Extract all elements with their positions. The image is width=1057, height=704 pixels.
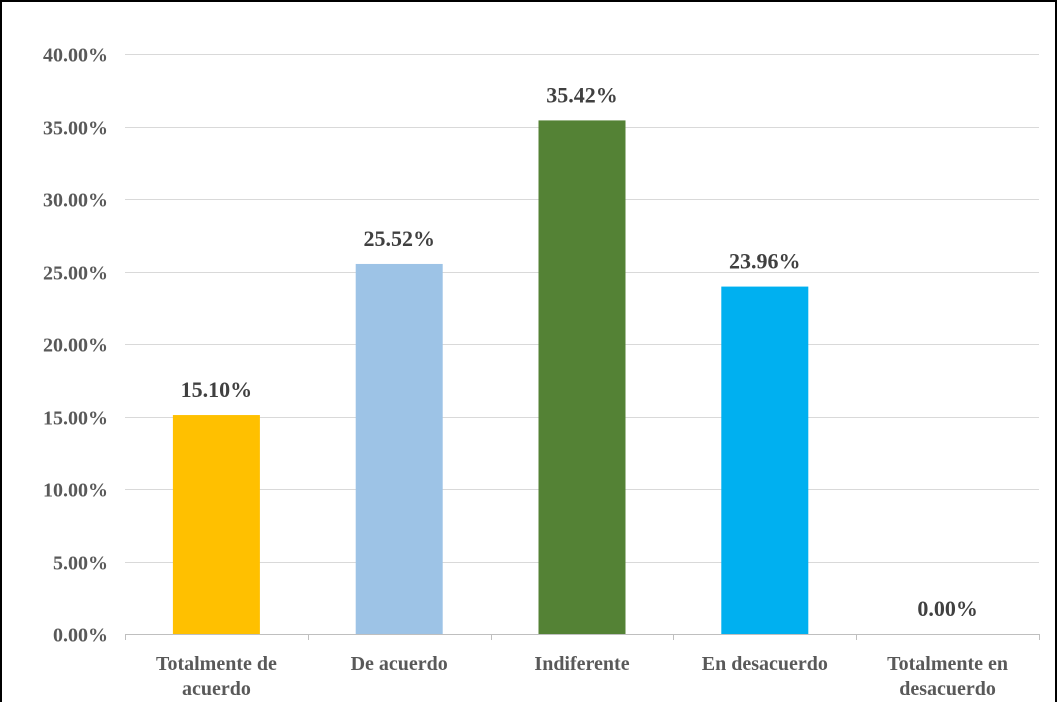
data-label: 25.52% bbox=[363, 226, 435, 251]
y-tick-label: 30.00% bbox=[43, 190, 108, 212]
x-category-label: Totalmente de acuerdo bbox=[156, 653, 277, 700]
data-labels: 15.10% 25.52% 35.42% 23.96% 0.00% bbox=[181, 82, 978, 621]
data-label: 35.42% bbox=[546, 82, 618, 107]
x-category-label: De acuerdo bbox=[351, 653, 448, 675]
data-label: 15.10% bbox=[181, 377, 253, 402]
y-tick-label: 15.00% bbox=[43, 408, 108, 430]
data-label: 0.00% bbox=[917, 596, 978, 621]
y-tick-label: 10.00% bbox=[43, 480, 108, 502]
x-category-label: Indiferente bbox=[534, 653, 629, 675]
bar bbox=[355, 263, 443, 634]
y-tick-label: 35.00% bbox=[43, 118, 108, 140]
x-category-label: Totalmente en desacuerdo bbox=[887, 653, 1008, 700]
y-tick-label: 0.00% bbox=[53, 625, 108, 647]
bar bbox=[721, 286, 809, 634]
y-axis-ticks: 0.00% 5.00% 10.00% 15.00% 20.00% 25.00% 30.00%… bbox=[43, 45, 108, 647]
y-tick-label: 25.00% bbox=[43, 263, 108, 285]
y-tick-label: 20.00% bbox=[43, 335, 108, 357]
x-category-label: En desacuerdo bbox=[702, 653, 828, 675]
y-tick-label: 5.00% bbox=[53, 553, 108, 575]
data-label: 23.96% bbox=[729, 249, 801, 274]
y-tick-label: 40.00% bbox=[43, 45, 108, 67]
bar bbox=[538, 120, 626, 634]
bar bbox=[172, 415, 260, 634]
x-axis: Totalmente de acuerdo De acuerdo Indiferent… bbox=[125, 634, 1040, 700]
bars bbox=[172, 120, 809, 634]
